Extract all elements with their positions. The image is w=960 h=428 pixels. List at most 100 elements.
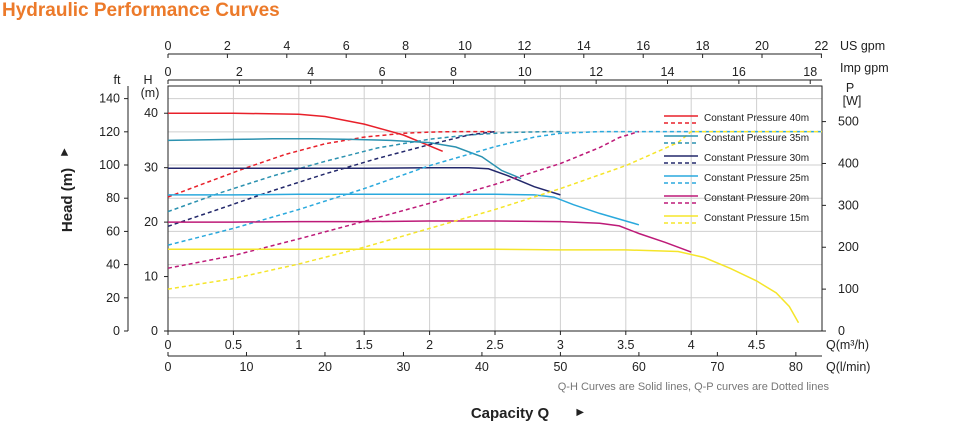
us-gpm-tick-label: 0	[165, 39, 172, 53]
us-gpm-axis-label: US gpm	[840, 39, 885, 53]
qp-curve	[167, 130, 640, 269]
qp-curve	[167, 130, 496, 228]
q-m3h-tick-label: 1	[295, 338, 302, 352]
us-gpm-tick-label: 22	[814, 39, 828, 53]
qh-curve	[168, 220, 692, 253]
q-lmin-tick-label: 50	[553, 360, 567, 374]
q-lmin-tick-label: 70	[710, 360, 724, 374]
q-m3h-tick-label: 4.5	[748, 338, 765, 352]
q-lmin-axis-label: Q(l/min)	[826, 360, 870, 374]
q-lmin-tick-label: 20	[318, 360, 332, 374]
legend-label: Constant Pressure 25m	[704, 173, 809, 184]
q-lmin-tick-label: 0	[165, 360, 172, 374]
q-lmin-tick-label: 10	[240, 360, 254, 374]
head-ft-tick-label: 80	[106, 191, 120, 205]
head-m-tick-label: 10	[144, 270, 158, 284]
q-m3h-tick-label: 2	[426, 338, 433, 352]
q-m3h-tick-label: 0.5	[225, 338, 242, 352]
qp-curve	[167, 130, 495, 198]
series-group	[167, 130, 561, 228]
qh-curve	[167, 138, 522, 180]
q-m3h-tick-label: 3	[557, 338, 564, 352]
q-m3h-tick-label: 1.5	[356, 338, 373, 352]
power-tick-label: 0	[838, 324, 845, 338]
imp-gpm-tick-label: 8	[450, 65, 457, 79]
q-m3h-tick-label: 4	[688, 338, 695, 352]
imp-gpm-axis-label: Imp gpm	[840, 61, 889, 75]
y-axis-title: Head (m)	[59, 168, 76, 232]
power-tick-label: 200	[838, 240, 859, 254]
legend-item: Constant Pressure 30m	[664, 153, 809, 164]
legend-label: Constant Pressure 20m	[704, 193, 809, 204]
curves-note: Q-H Curves are Solid lines, Q-P curves a…	[558, 381, 830, 393]
x-axis-arrow: ►	[574, 405, 586, 419]
us-gpm-tick-label: 8	[402, 39, 409, 53]
legend-item: Constant Pressure 40m	[664, 113, 809, 124]
series-group	[167, 112, 495, 198]
imp-gpm-tick-label: 18	[803, 65, 817, 79]
y-axis-arrow: ►	[57, 146, 71, 158]
us-gpm-tick-label: 16	[636, 39, 650, 53]
qh-curve	[168, 166, 561, 196]
q-m3h-tick-label: 2.5	[486, 338, 503, 352]
series-group	[167, 130, 692, 269]
series-group	[167, 130, 822, 324]
imp-gpm-tick-label: 6	[379, 65, 386, 79]
imp-gpm-tick-label: 10	[518, 65, 532, 79]
head-ft-tick-label: 0	[113, 324, 120, 338]
imp-gpm-tick-label: 16	[732, 65, 746, 79]
legend-item: Constant Pressure 15m	[664, 213, 809, 224]
us-gpm-tick-label: 14	[577, 39, 591, 53]
us-gpm-tick-label: 20	[755, 39, 769, 53]
imp-gpm-tick-label: 12	[589, 65, 603, 79]
series-group	[167, 130, 822, 246]
q-lmin-tick-label: 30	[396, 360, 410, 374]
legend-label: Constant Pressure 35m	[704, 133, 809, 144]
power-tick-label: 400	[838, 156, 859, 170]
legend-item: Constant Pressure 20m	[664, 193, 809, 204]
q-lmin-tick-label: 40	[475, 360, 489, 374]
series-group	[167, 130, 561, 213]
head-ft-tick-label: 120	[99, 125, 120, 139]
legend-label: Constant Pressure 40m	[704, 113, 809, 124]
q-m3h-tick-label: 0	[165, 338, 172, 352]
head-ft-tick-label: 40	[106, 258, 120, 272]
head-m-tick-label: 20	[144, 215, 158, 229]
us-gpm-tick-label: 18	[696, 39, 710, 53]
qp-curve	[167, 130, 561, 213]
head-m-axis-unit: (m)	[141, 86, 160, 100]
head-ft-tick-label: 60	[106, 224, 120, 238]
us-gpm-tick-label: 4	[283, 39, 290, 53]
qh-curve	[168, 112, 443, 152]
imp-gpm-tick-label: 2	[236, 65, 243, 79]
page-title: Hydraulic Performance Curves	[2, 0, 280, 21]
q-lmin-tick-label: 60	[632, 360, 646, 374]
x-axis-title: Capacity Q	[471, 405, 550, 422]
us-gpm-tick-label: 2	[224, 39, 231, 53]
us-gpm-tick-label: 6	[343, 39, 350, 53]
head-m-tick-label: 0	[151, 324, 158, 338]
imp-gpm-tick-label: 4	[307, 65, 314, 79]
qh-curve	[168, 248, 800, 324]
power-tick-label: 100	[838, 282, 859, 296]
legend-label: Constant Pressure 30m	[704, 153, 809, 164]
power-axis-unit: [W]	[843, 94, 862, 108]
qh-curve	[168, 193, 640, 226]
q-lmin-tick-label: 80	[789, 360, 803, 374]
legend-item: Constant Pressure 25m	[664, 173, 809, 184]
head-m-tick-label: 40	[144, 106, 158, 120]
imp-gpm-tick-label: 14	[661, 65, 675, 79]
head-ft-tick-label: 100	[99, 158, 120, 172]
head-ft-tick-label: 20	[106, 291, 120, 305]
head-ft-tick-label: 140	[99, 92, 120, 106]
imp-gpm-tick-label: 0	[165, 65, 172, 79]
legend-item: Constant Pressure 35m	[664, 133, 809, 144]
q-m3h-axis-label: Q(m³/h)	[826, 338, 869, 352]
us-gpm-tick-label: 12	[517, 39, 531, 53]
q-m3h-tick-label: 3.5	[617, 338, 634, 352]
power-tick-label: 500	[838, 115, 859, 129]
us-gpm-tick-label: 10	[458, 39, 472, 53]
qp-curve	[167, 130, 822, 290]
head-m-axis-label: H	[143, 73, 152, 87]
